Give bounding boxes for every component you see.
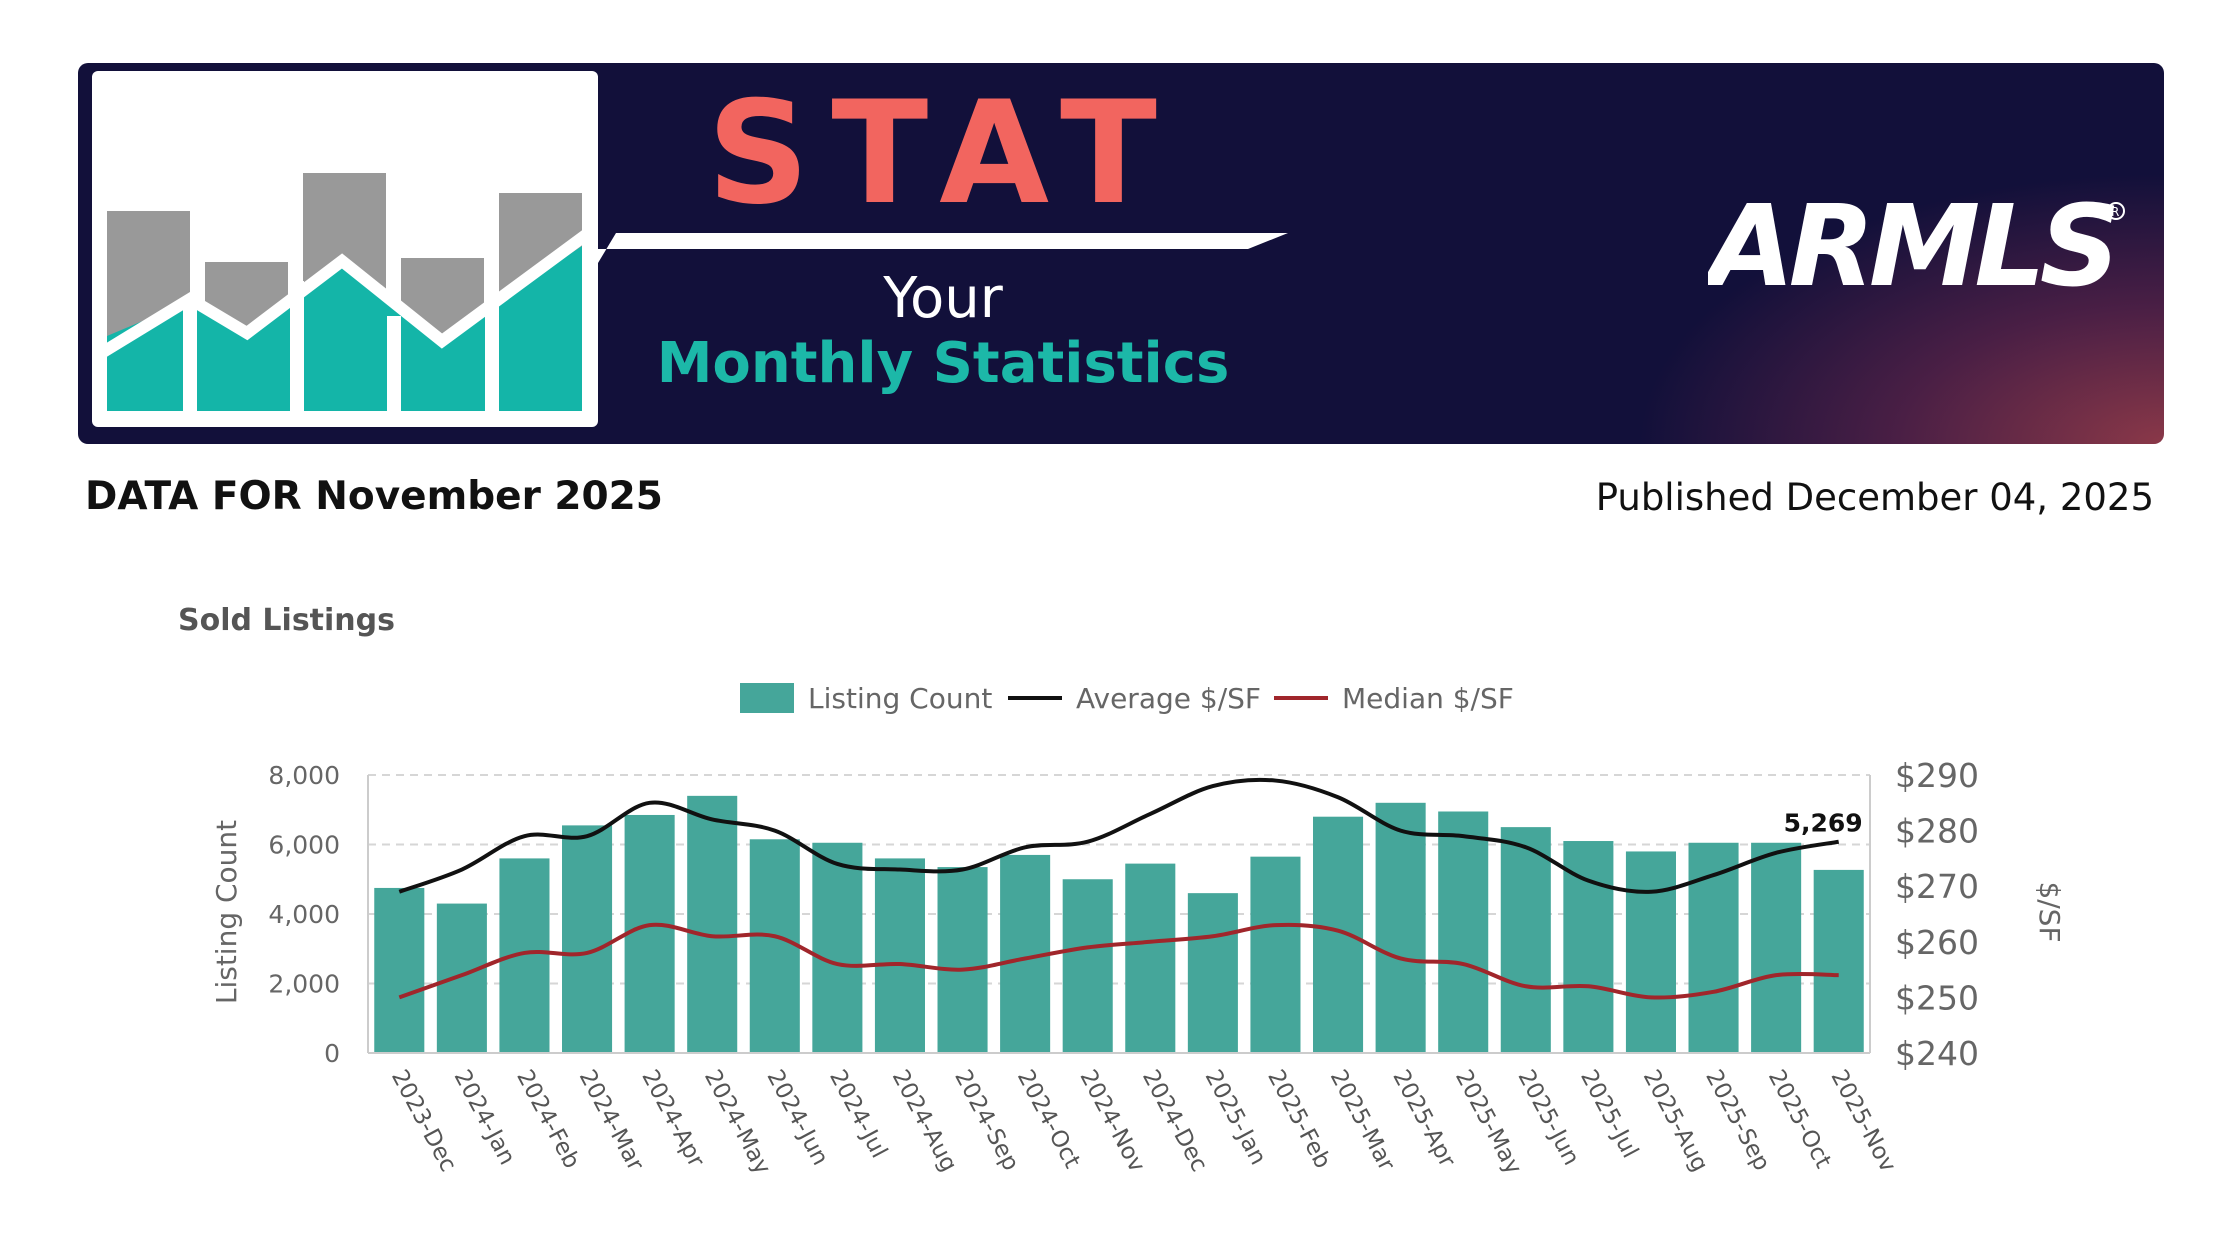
subtitle-your: Your <box>883 266 1003 331</box>
bar-listing-count <box>812 842 863 1053</box>
white-swoosh <box>598 233 1288 263</box>
armls-logo: ARMLS R <box>1708 193 2125 312</box>
gridlines <box>368 774 1870 985</box>
bar-listing-count <box>1375 802 1426 1053</box>
legend-listing-count: Listing Count <box>808 682 992 715</box>
bar-listing-count <box>1313 816 1364 1053</box>
data-label: 5,269 <box>1784 809 1863 838</box>
x-tick-label: 2024-Feb <box>511 1066 584 1173</box>
bar-listing-count <box>1125 863 1176 1053</box>
data-for-label: DATA FOR November 2025 <box>85 474 663 519</box>
y-left-tick-label: 2,000 <box>268 970 340 999</box>
x-tick-label: 2024-Aug <box>887 1066 962 1176</box>
bar-listing-count <box>1438 811 1489 1053</box>
y-right-tick-label: $270 <box>1895 867 1979 906</box>
bar-listing-count <box>1813 869 1864 1053</box>
x-tick-label: 2024-Sep <box>949 1066 1024 1175</box>
y-left-tick-label: 6,000 <box>268 831 340 860</box>
stat-title: STAT <box>707 71 1179 236</box>
bars <box>374 795 1864 1053</box>
legend: Listing Count Average $/SF Median $/SF <box>740 682 1514 715</box>
x-tick-label: 2025-Oct <box>1763 1066 1836 1173</box>
stat-logo-graphic <box>78 71 602 427</box>
bar-listing-count <box>1062 879 1113 1053</box>
x-tick-label: 2025-Mar <box>1325 1066 1400 1176</box>
bar-listing-count <box>1500 827 1551 1053</box>
bar-listing-count <box>874 858 925 1053</box>
x-tick-label: 2024-Mar <box>574 1066 649 1176</box>
published-date: Published December 04, 2025 <box>1595 476 2154 519</box>
legend-average-sf: Average $/SF <box>1076 682 1261 715</box>
y-right-axis-title: $/SF <box>2033 881 2066 942</box>
subtitle-monthly-statistics: Monthly Statistics <box>656 331 1230 396</box>
x-tick-label: 2023-Dec <box>386 1066 461 1177</box>
x-tick-label: 2025-Apr <box>1387 1066 1460 1172</box>
svg-text:R: R <box>2111 205 2119 219</box>
axes <box>367 775 1871 1054</box>
armls-wordmark: ARMLS <box>1708 193 2115 312</box>
bar-listing-count <box>1563 841 1614 1053</box>
x-tick-label: 2024-Jan <box>449 1066 521 1170</box>
sold-listings-chart: Listing Count Average $/SF Median $/SF 0… <box>210 682 2066 1179</box>
bar-listing-count <box>937 867 988 1053</box>
logo-teal-area <box>107 246 582 411</box>
bar-listing-count <box>374 887 425 1053</box>
bar-listing-count <box>624 814 675 1053</box>
bar-listing-count <box>1688 842 1739 1053</box>
legend-median-sf: Median $/SF <box>1342 682 1514 715</box>
y-right-tick-label: $280 <box>1895 812 1979 851</box>
bar-listing-count <box>687 795 738 1053</box>
chart-title: Sold Listings <box>178 603 395 638</box>
x-tick-label: 2024-Oct <box>1012 1066 1085 1173</box>
x-tick-label: 2025-Feb <box>1262 1066 1335 1173</box>
x-tick-label: 2025-Aug <box>1638 1066 1713 1176</box>
line-average-sf <box>398 777 1840 894</box>
y-left-tick-label: 4,000 <box>268 900 340 929</box>
x-tick-label: 2025-Jan <box>1200 1066 1272 1170</box>
x-tick-label: 2025-Jul <box>1575 1066 1643 1163</box>
y-left-tick-label: 0 <box>324 1039 340 1068</box>
x-tick-label: 2025-Sep <box>1700 1066 1775 1175</box>
y-right-tick-label: $240 <box>1895 1034 1979 1073</box>
legend-listing-count-swatch <box>740 683 794 713</box>
lines <box>398 777 1840 1000</box>
bar-listing-count <box>749 839 800 1053</box>
x-tick-label: 2024-Apr <box>636 1066 709 1172</box>
x-tick-label: 2025-Jun <box>1512 1066 1584 1170</box>
x-tick-label: 2024-Jul <box>824 1066 892 1163</box>
y-left-axis-title: Listing Count <box>210 820 243 1004</box>
header-banner: STAT Your Monthly Statistics ARMLS R <box>78 63 2164 444</box>
bar-listing-count <box>562 825 613 1053</box>
line-median-sf <box>398 922 1839 1000</box>
bar-listing-count <box>1751 842 1802 1053</box>
bar-listing-count <box>1625 851 1676 1053</box>
x-tick-label: 2024-Jun <box>761 1066 833 1170</box>
bar-listing-count <box>436 903 487 1053</box>
y-left-tick-label: 8,000 <box>268 761 340 790</box>
y-right-tick-label: $260 <box>1895 923 1979 962</box>
y-right-tick-label: $250 <box>1895 978 1979 1017</box>
y-right-tick-label: $290 <box>1895 756 1979 795</box>
bar-listing-count <box>1187 893 1238 1053</box>
bar-listing-count <box>1250 856 1301 1053</box>
